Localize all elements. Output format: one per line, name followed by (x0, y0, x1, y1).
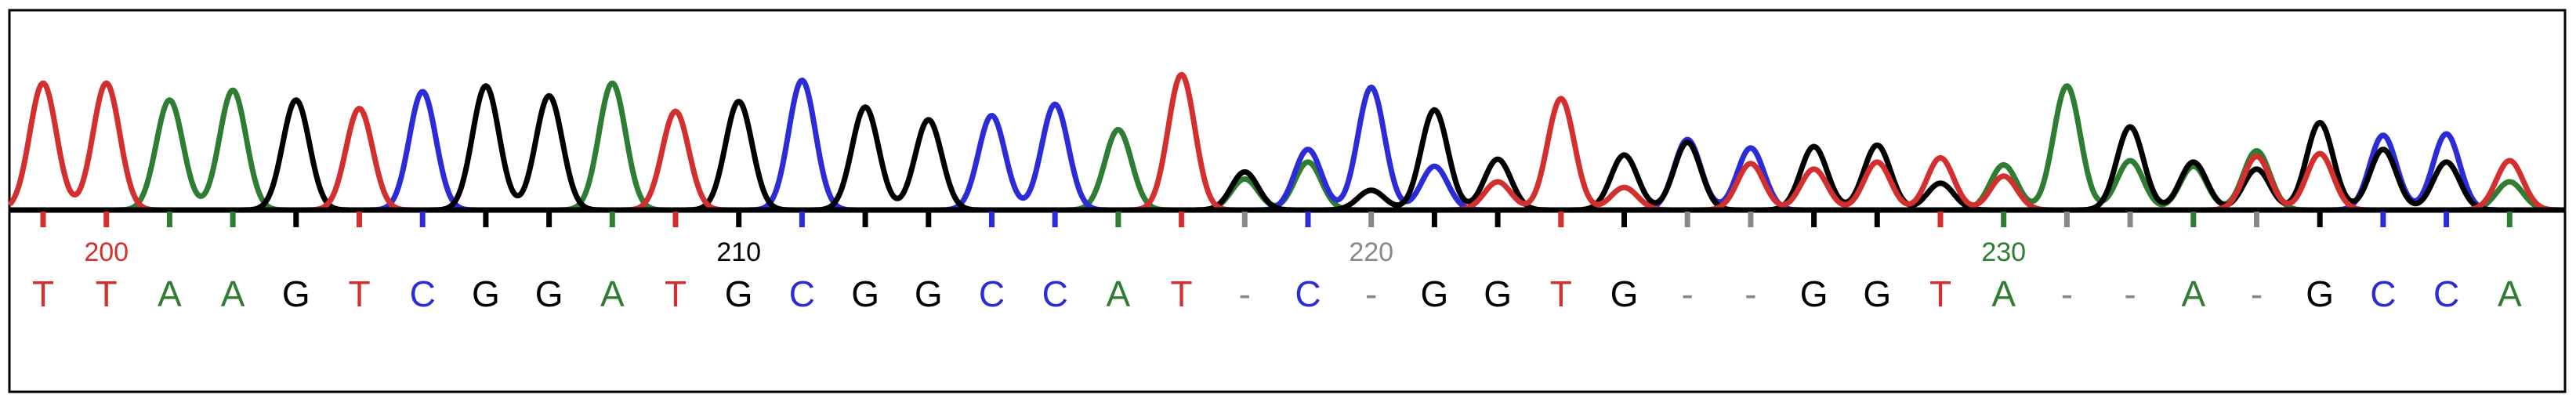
tick-layer (40, 212, 2513, 227)
base-call: A (158, 273, 182, 314)
base-call: T (1929, 273, 1951, 314)
base-call: C (2370, 273, 2396, 314)
base-call: A (2181, 273, 2205, 314)
position-label: 220 (1349, 237, 1393, 267)
base-call: T (665, 273, 687, 314)
position-label: 200 (84, 237, 129, 267)
base-call: A (2498, 273, 2522, 314)
base-call: - (1745, 273, 1756, 314)
base-call: G (725, 273, 753, 314)
c-trace (8, 78, 2566, 213)
base-call: G (535, 273, 563, 314)
base-call: A (1991, 273, 2016, 314)
base-call: - (2251, 273, 2263, 314)
base-call: G (915, 273, 943, 314)
base-call: G (1863, 273, 1891, 314)
base-call: G (282, 273, 310, 314)
base-call: - (1239, 273, 1251, 314)
base-call: - (1365, 273, 1377, 314)
base-call: G (1800, 273, 1828, 314)
base-call: C (979, 273, 1005, 314)
base-call: G (2306, 273, 2334, 314)
base-call: C (789, 273, 815, 314)
position-label: 210 (716, 237, 761, 267)
base-call: G (851, 273, 879, 314)
trace-layer (8, 71, 2566, 213)
base-call: C (1295, 273, 1321, 314)
base-call: A (600, 273, 625, 314)
base-call: G (1610, 273, 1639, 314)
base-call: T (1550, 273, 1572, 314)
base-call: C (410, 273, 436, 314)
base-call: C (1042, 273, 1068, 314)
base-call: - (2124, 273, 2136, 314)
position-label: 230 (1981, 237, 2026, 267)
position-label-layer: 200 210 220 230 (84, 237, 2026, 267)
base-call: C (2433, 273, 2459, 314)
base-call: G (472, 273, 500, 314)
base-call: G (1421, 273, 1449, 314)
base-call: - (1682, 273, 1694, 314)
base-call: T (1171, 273, 1193, 314)
base-call: T (32, 273, 54, 314)
base-call: T (348, 273, 370, 314)
base-call: T (96, 273, 118, 314)
base-call: A (221, 273, 245, 314)
base-call: G (1484, 273, 1512, 314)
base-call: - (2061, 273, 2073, 314)
base-call: A (1107, 273, 1131, 314)
